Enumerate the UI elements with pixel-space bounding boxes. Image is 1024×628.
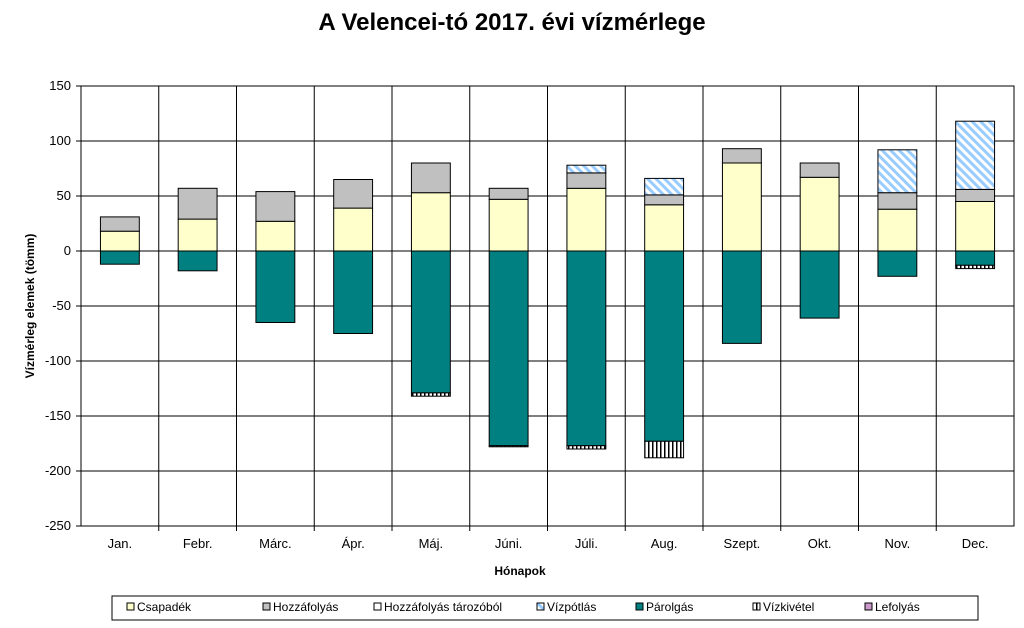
bar-segment [799,162,840,178]
x-tick-label: Jan. [108,536,133,551]
x-tick-label: Febr. [183,536,213,551]
bar-segment [721,250,762,344]
bar-segment [877,192,918,210]
bar-segment [99,230,140,252]
bar-segment [799,250,840,319]
y-tick-label: -250 [45,518,71,533]
x-tick-labels: Jan. Febr. Márc. Ápr. Máj. Júni. Júli. Aug. Szep… [108,536,989,551]
bar-segment [799,176,840,252]
bar-segment [644,250,685,442]
bar-segment [488,187,529,200]
bar-segment [488,198,529,252]
x-tick-label: Júni. [495,536,522,551]
legend-box [111,595,979,621]
bar-segment [955,201,996,252]
bar-segment [255,250,296,323]
bar-segment [410,192,451,252]
bars [99,120,996,459]
bar-segment [410,392,451,397]
bar-segment [566,445,607,450]
bar-segment [333,207,374,252]
legend-swatch [536,602,545,611]
bar-segment [721,148,762,164]
bar-segment [333,250,374,334]
bar-segment [877,149,918,194]
bar-segment [644,194,685,206]
x-tick-label: Nov. [884,536,910,551]
bar-segment [644,204,685,252]
x-tick-label: Okt. [808,536,832,551]
legend-label: Hozzáfolyás [273,600,338,614]
x-tick-label: Ápr. [342,536,365,551]
legend-swatch [373,602,382,611]
bar-segment [410,162,451,194]
legend: Csapadék Hozzáfolyás Hozzáfolyás tározóból… [111,595,979,621]
bar-segment [955,120,996,190]
bar-segment [566,250,607,447]
bar-segment [177,187,218,220]
bar-segment [955,264,996,270]
legend-swatch [262,602,271,611]
y-tick-label: 150 [49,78,71,93]
legend-label: Csapadék [137,600,192,614]
x-tick-label: Szept. [723,536,760,551]
bar-segment [177,250,218,272]
y-tick-label: 0 [64,243,71,258]
legend-swatch [126,602,135,611]
legend-label: Vízpótlás [547,600,596,614]
legend-label: Vízkivétel [763,600,814,614]
bar-segment [566,172,607,189]
bar-segment [644,440,685,459]
bar-segment [877,250,918,277]
x-tick-label: Júli. [575,536,598,551]
y-tick-label: 100 [49,133,71,148]
x-tick-label: Máj. [419,536,444,551]
legend-label: Hozzáfolyás tározóból [384,600,502,614]
grid [76,85,1015,531]
bar-segment [644,177,685,196]
x-tick-label: Aug. [651,536,678,551]
bar-segment [721,162,762,252]
y-tick-label: -200 [45,463,71,478]
bar-segment [488,250,529,447]
y-tick-label: -50 [52,298,71,313]
bar-segment [566,187,607,252]
bar-segment [99,216,140,232]
y-tick-label: -100 [45,353,71,368]
x-axis-title: Hónapok [494,564,546,578]
bar-segment [410,250,451,394]
legend-swatch [752,602,761,611]
legend-swatch [635,602,644,611]
y-tick-labels: 150 100 50 0 -50 -100 -150 -200 -250 [45,78,71,533]
bar-segment [255,191,296,222]
bar-segment [488,445,529,448]
bar-segment [99,250,140,265]
y-tick-label: 50 [57,188,71,203]
bar-segment [177,218,218,252]
chart-title: A Velencei-tó 2017. évi vízmérlege [318,9,705,36]
bar-segment [877,208,918,252]
bar-segment [255,220,296,252]
y-axis-title: Vízmérleg elemek (tömm) [23,234,37,379]
x-tick-label: Dec. [962,536,989,551]
bar-segment [333,179,374,209]
y-tick-label: -150 [45,408,71,423]
x-tick-label: Márc. [259,536,292,551]
legend-label: Lefolyás [875,600,920,614]
legend-swatch [864,602,873,611]
bar-segment [955,188,996,202]
bar-segment [566,164,607,174]
bar-segment [955,250,996,266]
legend-label: Párolgás [646,600,693,614]
